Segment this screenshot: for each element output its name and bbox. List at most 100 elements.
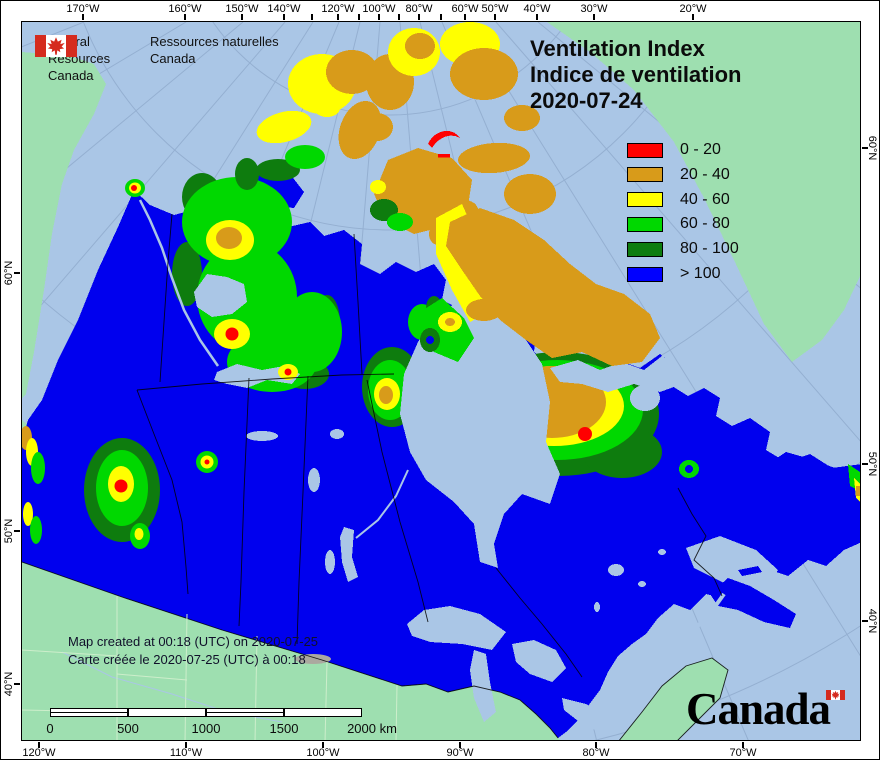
prince-edward-island (738, 566, 762, 576)
axis-label: 150°W (225, 3, 259, 15)
scale-bar: 0 500 1000 1500 2000 km (46, 708, 397, 738)
axis-tick (536, 14, 538, 20)
axis-label: 30°W (580, 3, 608, 15)
great-lakes-atlantic (407, 452, 860, 736)
small-lakes (325, 527, 666, 612)
axis-label: 100°W (362, 3, 396, 15)
nova-scotia (710, 578, 796, 628)
axis-tick (322, 742, 324, 748)
title-date: 2020-07-24 (530, 88, 643, 113)
scale-label: 1500 (269, 721, 299, 736)
legend-swatch (627, 167, 663, 183)
axis-tick (398, 14, 400, 20)
rivers-layer (61, 199, 726, 723)
red-crescent-island (428, 130, 460, 148)
axis-label: 90°W (446, 747, 474, 759)
lake-michigan (470, 650, 496, 722)
scale-bar-segment (50, 708, 128, 717)
title-line-fr: Indice de ventilation (530, 62, 742, 87)
ungava-bay (630, 385, 660, 411)
legend-row: 0 - 20 (627, 139, 721, 161)
map-canvas: Natural Resources Canada Ressources natu… (21, 21, 861, 741)
legend-label: 20 - 40 (680, 165, 730, 183)
axis-tick (184, 14, 186, 20)
arctic-islands-layer (256, 22, 660, 366)
lake-superior (407, 606, 506, 650)
axis-label: 40°N (866, 608, 878, 634)
lake-erie (562, 698, 622, 736)
axis-tick (418, 14, 420, 20)
maple-leaf-icon (831, 690, 840, 700)
legend-row: 40 - 60 (627, 189, 730, 211)
axis-tick (378, 14, 380, 20)
legend-swatch (627, 192, 663, 208)
axis-tick (459, 742, 461, 748)
axis-tick (593, 14, 595, 20)
axis-label: 60°N (3, 260, 15, 286)
nrcan-logo: Natural Resources Canada Ressources natu… (35, 33, 290, 84)
logo-en-line2: Canada (48, 68, 94, 83)
lake-winnipeg (340, 527, 358, 582)
axis-label: 110°W (169, 747, 203, 759)
legend-swatch (627, 142, 663, 158)
legend-label: 0 - 20 (680, 141, 721, 158)
axis-label: 160°W (168, 3, 202, 15)
axis-tick (38, 742, 40, 748)
axis-tick (311, 14, 313, 20)
baffin-island (446, 208, 660, 366)
hudson-strait (550, 356, 682, 392)
scale-bar-segment (128, 708, 206, 717)
scale-label: 500 (117, 721, 139, 736)
axis-tick (862, 147, 868, 149)
maple-leaf-icon (47, 37, 65, 55)
legend-label: 60 - 80 (680, 215, 730, 233)
axis-tick (464, 14, 466, 20)
axis-tick (440, 14, 442, 20)
axis-tick (337, 14, 339, 20)
axis-label: 100°W (306, 747, 340, 759)
alaska-landmass (22, 52, 106, 398)
axis-tick (283, 14, 285, 20)
axis-tick (742, 742, 744, 748)
axis-label: 20°W (679, 3, 707, 15)
canada-flag-icon (35, 35, 77, 57)
great-bear-lake (194, 274, 247, 317)
creation-note-fr: Carte créée le 2020-07-25 (UTC) à 00:18 (68, 652, 306, 667)
logo-fr-line2: Canada (150, 51, 196, 66)
wordmark-text: Canada (686, 684, 831, 734)
scale-bar-track (50, 708, 362, 717)
province-borders (22, 213, 729, 740)
legend-row: > 100 (627, 263, 720, 285)
bc-coast-slivers (22, 426, 45, 544)
axis-label: 60°N (866, 135, 878, 161)
axis-tick (692, 14, 694, 20)
legend-label: > 100 (680, 265, 721, 282)
vi-bullseyes-west (84, 179, 298, 549)
axis-tick (14, 530, 20, 532)
greenland-landmass (547, 22, 860, 362)
scale-bar-segment (284, 708, 362, 717)
terrain-patch (295, 654, 331, 664)
axis-label: 140°W (267, 3, 301, 15)
lake-ontario (606, 674, 652, 694)
creation-note: Map created at 00:18 (UTC) on 2020-07-25… (68, 633, 318, 669)
logo-text-fr: Ressources naturelles Canada (150, 33, 290, 67)
axis-tick (862, 620, 868, 622)
axis-label: 40°N (3, 671, 15, 697)
hudson-bay (400, 304, 560, 568)
legend-swatch (627, 216, 663, 232)
scale-bar-segment (206, 708, 284, 717)
gulf-st-lawrence (686, 536, 778, 592)
axis-label: 120°W (22, 747, 56, 759)
wordmark-flag-icon (826, 690, 845, 700)
axis-label: 50°W (481, 3, 509, 15)
axis-label: 80°W (405, 3, 433, 15)
axis-label: 40°W (523, 3, 551, 15)
legend-row: 20 - 40 (627, 164, 730, 186)
axis-tick (358, 14, 360, 20)
axis-tick (185, 742, 187, 748)
axis-label: 170°W (66, 3, 100, 15)
legend-label: 80 - 100 (680, 240, 739, 258)
legend-swatch (627, 241, 663, 257)
